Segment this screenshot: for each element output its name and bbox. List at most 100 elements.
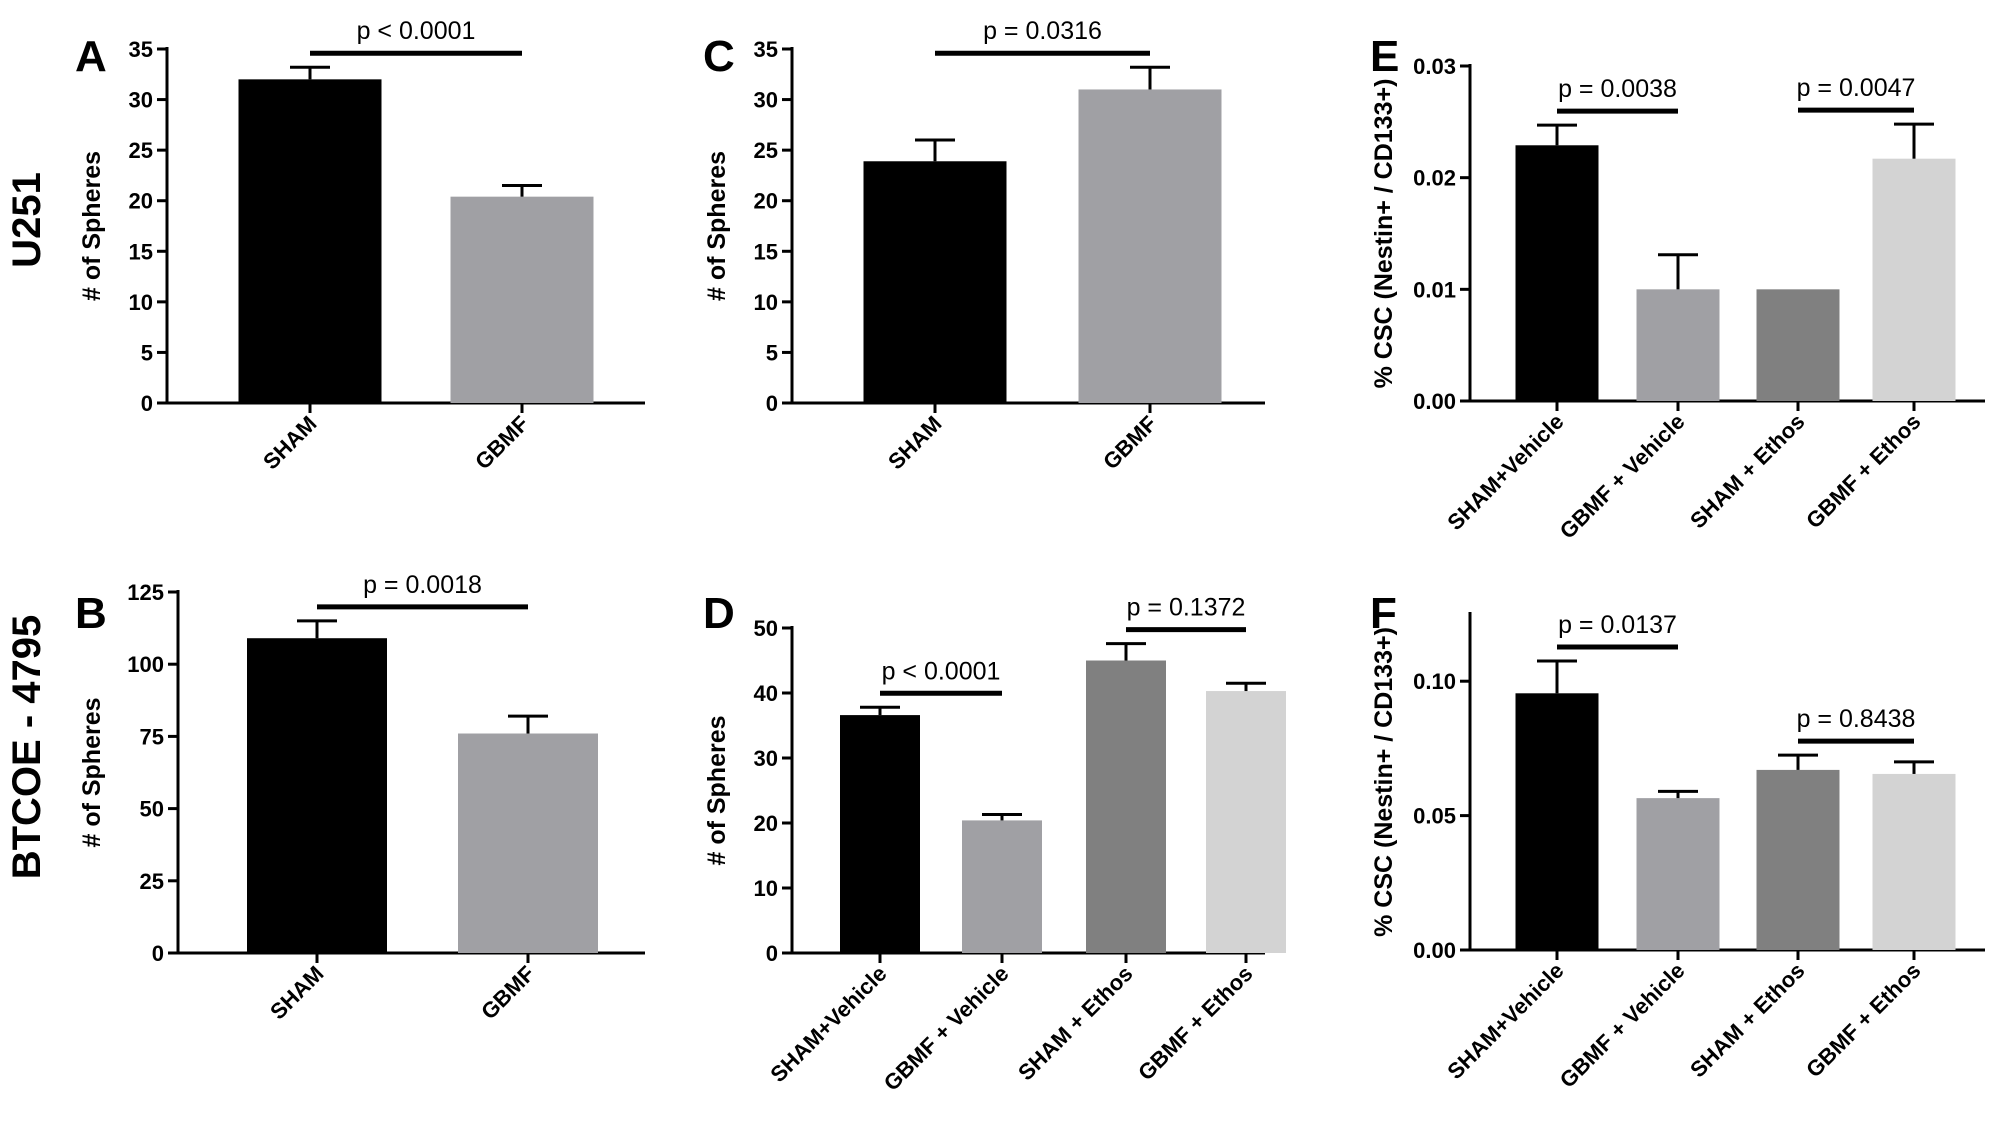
panel-letter: A xyxy=(75,32,107,81)
p-value-label: p = 0.8438 xyxy=(1797,705,1916,733)
bar xyxy=(247,638,387,953)
y-tick-label: 25 xyxy=(140,869,164,894)
y-axis-label: # of Spheres xyxy=(78,151,106,301)
y-tick-label: 0.03 xyxy=(1413,54,1456,79)
category-label: GBMF + Ethos xyxy=(1801,409,1925,533)
category-label: GBMF + Vehicle xyxy=(1555,409,1690,544)
panel-f: F 0.00 0.05 0.10 % CSC (Nestin+ / CD133+) SHA… xyxy=(1370,589,1985,1093)
bar xyxy=(238,79,382,403)
bar xyxy=(1636,289,1720,401)
category-label: GBMF + Ethos xyxy=(1801,958,1925,1082)
y-tick-label: 50 xyxy=(140,797,164,822)
y-tick-label: 40 xyxy=(754,681,778,706)
category-label: GBMF xyxy=(1098,411,1161,474)
y-tick-label: 20 xyxy=(754,189,778,214)
p-value-label: p = 0.0137 xyxy=(1558,611,1677,639)
y-tick-label: 50 xyxy=(754,616,778,641)
p-value-label: p = 0.0316 xyxy=(983,17,1102,45)
y-tick-label: 5 xyxy=(766,340,778,365)
panel-c: C 0 5 10 15 20 25 30 35 # of Spheres SHAM GBMF p = 0… xyxy=(703,17,1265,474)
panel-letter: C xyxy=(703,32,735,81)
y-tick-label: 0.05 xyxy=(1413,804,1456,829)
category-label: SHAM + Ethos xyxy=(1013,961,1137,1085)
panel-letter: D xyxy=(703,589,735,638)
panel-letter: E xyxy=(1370,32,1399,81)
bar xyxy=(1515,145,1599,401)
y-tick-label: 35 xyxy=(754,37,778,62)
y-tick-label: 10 xyxy=(754,876,778,901)
p-value-label: p = 0.1372 xyxy=(1127,594,1246,622)
y-tick-label: 20 xyxy=(754,811,778,836)
bar xyxy=(1872,158,1956,401)
y-tick-label: 0.00 xyxy=(1413,938,1456,963)
y-tick-label: 15 xyxy=(754,239,778,264)
y-tick-label: 0.02 xyxy=(1413,166,1456,191)
p-value-label: p = 0.0018 xyxy=(363,571,482,599)
bar xyxy=(1086,660,1166,953)
category-label: GBMF + Vehicle xyxy=(879,961,1014,1096)
bar xyxy=(1756,769,1840,950)
category-label: GBMF xyxy=(470,411,533,474)
y-tick-label: 0 xyxy=(766,941,778,966)
y-tick-label: 30 xyxy=(754,746,778,771)
panel-letter: B xyxy=(75,589,107,638)
p-value-label: p = 0.0038 xyxy=(1558,75,1677,103)
panel-e: E 0.00 0.01 0.02 0.03 % CSC (Nestin+ / CD133+… xyxy=(1370,32,1985,544)
y-axis-label: # of Spheres xyxy=(703,151,731,301)
y-tick-label: 20 xyxy=(129,189,153,214)
p-value-label: p < 0.0001 xyxy=(357,17,476,45)
bar xyxy=(450,196,594,403)
y-tick-label: 30 xyxy=(754,88,778,113)
y-tick-label: 15 xyxy=(129,239,153,264)
category-label: SHAM+Vehicle xyxy=(765,961,891,1087)
y-tick-label: 30 xyxy=(129,88,153,113)
y-tick-label: 35 xyxy=(129,37,153,62)
category-label: GBMF xyxy=(476,961,539,1024)
bar xyxy=(458,733,598,953)
category-label: SHAM+Vehicle xyxy=(1442,958,1568,1084)
y-axis-label: # of Spheres xyxy=(78,697,106,847)
category-label: SHAM+Vehicle xyxy=(1442,409,1568,535)
y-tick-label: 5 xyxy=(141,340,153,365)
category-label: GBMF + Vehicle xyxy=(1555,958,1690,1093)
bar xyxy=(1206,691,1286,953)
y-tick-label: 25 xyxy=(129,138,153,163)
y-tick-label: 25 xyxy=(754,138,778,163)
y-axis-label: % CSC (Nestin+ / CD133+) xyxy=(1370,79,1398,389)
category-label: GBMF + Ethos xyxy=(1133,961,1257,1085)
panel-a: A 0 5 10 15 20 25 30 35 # of Spheres SHAM GBMF p < 0… xyxy=(75,17,645,474)
row-label-u251: U251 xyxy=(5,172,49,268)
category-label: SHAM xyxy=(883,411,946,474)
y-tick-label: 100 xyxy=(127,652,164,677)
bar xyxy=(1636,798,1720,950)
y-tick-label: 10 xyxy=(754,290,778,315)
bar xyxy=(1515,693,1599,950)
y-tick-label: 0.01 xyxy=(1413,277,1456,302)
y-tick-label: 0 xyxy=(141,391,153,416)
y-axis-label: # of Spheres xyxy=(703,715,731,865)
bar xyxy=(1872,773,1956,950)
bar xyxy=(962,820,1042,953)
y-tick-label: 0.00 xyxy=(1413,389,1456,414)
y-tick-label: 125 xyxy=(127,580,164,605)
bar xyxy=(1756,289,1840,401)
category-label: SHAM + Ethos xyxy=(1685,958,1809,1082)
y-tick-label: 0 xyxy=(766,391,778,416)
y-tick-label: 0 xyxy=(152,941,164,966)
y-axis-label: % CSC (Nestin+ / CD133+) xyxy=(1370,627,1398,937)
row-label-btcoe: BTCOE - 4795 xyxy=(5,615,49,880)
p-value-label: p < 0.0001 xyxy=(882,657,1001,685)
p-value-label: p = 0.0047 xyxy=(1797,74,1916,102)
y-tick-label: 75 xyxy=(140,724,164,749)
chart-panels: A 0 5 10 15 20 25 30 35 # of Spheres SHAM GBMF p < 0… xyxy=(75,17,1985,1096)
y-tick-label: 0.10 xyxy=(1413,669,1456,694)
category-label: SHAM xyxy=(265,961,328,1024)
panel-b: B 0 25 50 75 100 125 # of Spheres SHAM GBMF p = 0.… xyxy=(75,571,645,1024)
panel-letter: F xyxy=(1370,589,1397,638)
bar xyxy=(863,161,1007,403)
category-label: SHAM + Ethos xyxy=(1685,409,1809,533)
bar xyxy=(1078,89,1222,403)
y-tick-label: 10 xyxy=(129,290,153,315)
